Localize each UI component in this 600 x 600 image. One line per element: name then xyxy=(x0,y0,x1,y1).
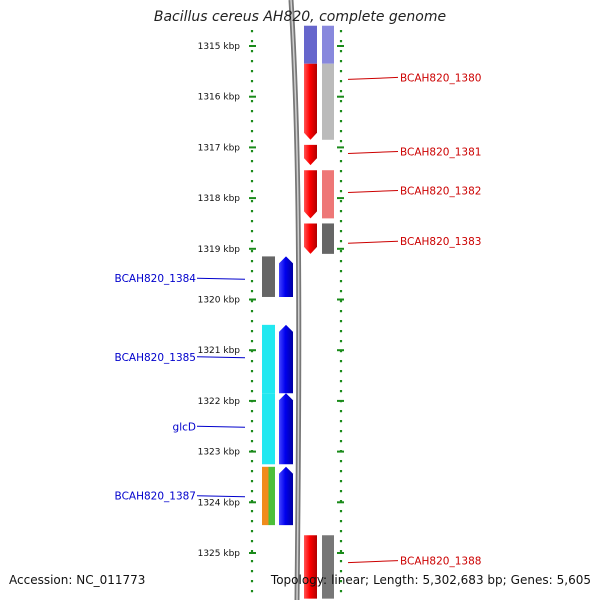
ruler-tick-label: 1318 kbp xyxy=(198,194,241,204)
genes-label: Genes: xyxy=(510,573,553,587)
gene-class-bar xyxy=(322,223,334,254)
genes-value: 5,605 xyxy=(556,573,591,587)
gene-class-bar xyxy=(262,393,275,465)
length-value: 5,302,683 bp; xyxy=(422,573,507,587)
gene-arrow xyxy=(279,393,293,465)
gene-label: glcD xyxy=(173,421,196,433)
gene-class-bar xyxy=(322,170,334,219)
gene-label: BCAH820_1383 xyxy=(400,236,481,248)
gene-label: BCAH820_1382 xyxy=(400,185,481,197)
gene-labels: BCAH820_1380 BCAH820_1381 BCAH820_1382 BCAH… xyxy=(115,72,482,567)
gene-label: BCAH820_1384 xyxy=(115,273,197,285)
gene-class-bar xyxy=(322,63,334,140)
accession-info: Accession: NC_011773 xyxy=(9,573,145,587)
gene-arrow xyxy=(279,256,293,297)
gene-label: BCAH820_1385 xyxy=(115,352,196,364)
gene-arrow xyxy=(304,535,317,599)
gene-label-leader xyxy=(196,425,246,428)
gene-arrow xyxy=(304,25,317,64)
ruler-tick-label: 1321 kbp xyxy=(198,346,241,356)
gene-label-leader xyxy=(347,76,399,80)
ruler: 1315 kbp 1316 kbp 1317 kbp 1318 kbp 1319 kbp… xyxy=(198,30,344,598)
topology-label: Topology: xyxy=(270,573,328,587)
accession-label: Accession: xyxy=(9,573,73,587)
genome-backbone xyxy=(288,0,302,600)
ruler-tick-label: 1325 kbp xyxy=(198,549,241,559)
ruler-tick-label: 1320 kbp xyxy=(198,296,241,306)
gene-label-leader xyxy=(196,495,246,498)
accession-value: NC_011773 xyxy=(76,573,146,587)
gene-label-leader xyxy=(347,560,399,564)
gene-arrow xyxy=(304,223,317,254)
gene-arrow xyxy=(279,324,293,394)
gene-label-leader xyxy=(196,356,246,359)
gene-arrow xyxy=(279,466,293,526)
gene-label-leader xyxy=(347,240,399,244)
gene-class-bar xyxy=(262,256,275,297)
ruler-tick-label: 1316 kbp xyxy=(198,93,241,103)
topology-info: Topology: linear; Length: 5,302,683 bp; Gene… xyxy=(271,573,591,587)
gene-label: BCAH820_1380 xyxy=(400,72,481,84)
gene-class-bar xyxy=(322,535,334,599)
gene-label: BCAH820_1381 xyxy=(400,146,481,158)
ruler-tick-label: 1319 kbp xyxy=(198,245,241,255)
gene-label-leader xyxy=(347,189,399,193)
gene-class-bar xyxy=(322,25,334,64)
length-label: Length: xyxy=(373,573,419,587)
gene-label-leader xyxy=(347,150,399,154)
topology-value: linear; xyxy=(331,573,370,587)
gene-track xyxy=(262,25,334,599)
gene-class-bar xyxy=(262,466,269,526)
gene-class-bar xyxy=(262,324,275,394)
ruler-tick-label: 1317 kbp xyxy=(198,143,241,153)
genome-title: Bacillus cereus AH820, complete genome xyxy=(153,9,447,25)
ruler-tick-label: 1324 kbp xyxy=(198,498,241,508)
gene-label-leader xyxy=(196,277,246,280)
gene-arrow xyxy=(304,144,317,166)
ruler-tick-label: 1322 kbp xyxy=(198,397,241,407)
gene-class-bar xyxy=(268,466,275,526)
gene-label: BCAH820_1388 xyxy=(400,556,481,568)
ruler-tick-label: 1315 kbp xyxy=(198,42,241,52)
backbone-highlight xyxy=(290,0,300,600)
gene-arrow xyxy=(304,63,317,140)
gene-arrow xyxy=(304,170,317,219)
gene-label: BCAH820_1387 xyxy=(115,491,196,503)
ruler-tick-label: 1323 kbp xyxy=(198,448,241,458)
